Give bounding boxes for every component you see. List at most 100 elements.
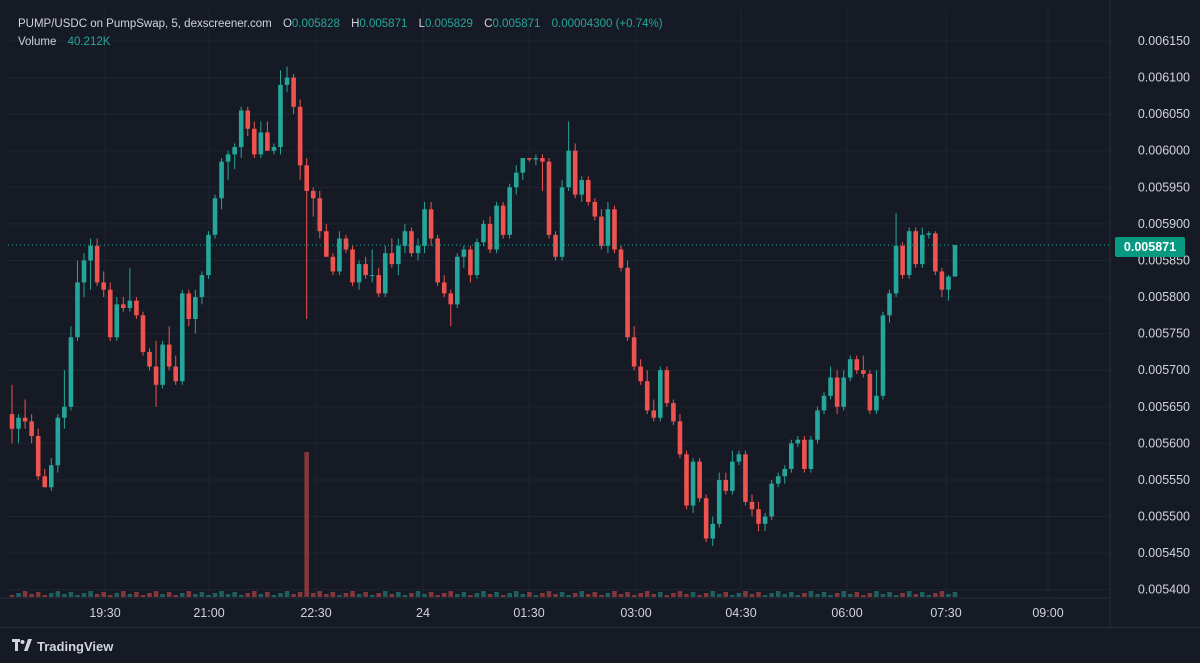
legend-ohlc-row: PUMP/USDC on PumpSwap, 5, dexscreener.co…	[18, 15, 663, 33]
volume-bar	[651, 594, 657, 597]
volume-bar	[415, 591, 421, 597]
candle-body	[369, 275, 375, 277]
volume-bar	[422, 594, 427, 597]
candle-body	[788, 443, 794, 469]
brand-name[interactable]: TradingView	[37, 638, 114, 654]
volume-bar	[402, 595, 408, 597]
volume-bar	[756, 592, 761, 597]
volume-bar	[350, 591, 355, 597]
time-tick-label: 22:30	[300, 606, 331, 620]
volume-bar	[834, 593, 840, 597]
volume-bar	[428, 592, 434, 597]
volume-bar	[736, 593, 742, 597]
tradingview-logo-icon[interactable]	[12, 638, 32, 654]
price-tick-label: 0.005700	[1138, 363, 1190, 377]
candle-body	[448, 293, 454, 305]
candle-body	[75, 282, 80, 338]
candle-body	[690, 461, 696, 506]
candle-body	[304, 165, 309, 191]
last-price-tag: 0.005871	[1115, 237, 1185, 257]
candle-body	[854, 359, 860, 371]
candle-body	[775, 476, 781, 484]
candle-body	[409, 231, 414, 254]
candle-body	[933, 233, 938, 272]
candle-body	[834, 377, 840, 407]
candle-body	[592, 201, 598, 217]
candle-body	[212, 198, 218, 235]
candle-body	[880, 315, 886, 396]
candles	[9, 66, 958, 546]
candle-body	[422, 209, 427, 246]
candle-body	[81, 260, 87, 283]
candle-body	[730, 461, 735, 491]
candle-body	[867, 373, 873, 411]
volume-bar	[114, 593, 120, 597]
candle-body	[258, 132, 264, 155]
time-tick-label: 24	[416, 606, 430, 620]
symbol-title[interactable]: PUMP/USDC on PumpSwap, 5, dexscreener.co…	[18, 18, 272, 30]
volume-bar	[546, 591, 552, 597]
candle-body	[952, 245, 958, 277]
candle-body	[926, 233, 932, 235]
volume-bar	[769, 593, 774, 597]
candle-body	[618, 249, 624, 268]
price-tick-label: 0.005650	[1138, 400, 1190, 414]
volume-bar	[343, 593, 349, 597]
time-tick-label: 06:00	[831, 606, 862, 620]
volume-bar	[435, 595, 440, 597]
candle-body	[396, 245, 401, 265]
volume-bar	[35, 592, 41, 597]
volume-bar	[821, 592, 827, 597]
volume-bar	[559, 592, 565, 597]
candle-body	[153, 366, 159, 385]
candle-body	[238, 110, 244, 148]
candle-body	[723, 479, 729, 491]
candle-body	[337, 238, 342, 272]
candle-body	[527, 158, 532, 160]
volume-bar	[644, 591, 650, 597]
candle-body	[913, 231, 919, 265]
volume-bar	[828, 595, 833, 597]
candle-body	[127, 300, 133, 309]
volume-bar	[455, 594, 460, 597]
candle-body	[494, 205, 499, 250]
candle-body	[651, 410, 657, 418]
candle-body	[245, 110, 251, 129]
volume-bar	[913, 594, 919, 597]
volume-bar	[684, 594, 689, 597]
volume-bar	[337, 595, 342, 597]
change-value: 0.00004300 (+0.74%)	[551, 18, 663, 30]
volume-bar	[101, 592, 106, 597]
volume-bar	[906, 591, 912, 597]
volume-bar	[520, 594, 526, 597]
volume-bar	[658, 592, 663, 597]
high-label: H	[351, 18, 360, 30]
candle-body	[847, 359, 853, 378]
candle-body	[841, 377, 846, 407]
volume-bar	[62, 594, 67, 597]
candle-body	[297, 106, 303, 166]
candle-body	[101, 282, 106, 290]
volume-label[interactable]: Volume	[18, 36, 57, 48]
candle-body	[749, 501, 755, 510]
volume-bar	[160, 594, 165, 597]
candle-body	[546, 161, 552, 235]
candle-body	[186, 293, 192, 319]
candle-body	[461, 249, 467, 257]
price-tick-label: 0.006050	[1138, 107, 1190, 121]
volume-bar	[278, 593, 283, 597]
candle-body	[324, 231, 329, 257]
volume-bar	[788, 592, 794, 597]
volume-bar	[677, 591, 683, 597]
volume-bar	[16, 593, 21, 597]
candle-body	[874, 395, 879, 411]
candle-body	[507, 187, 512, 235]
volume-bar	[199, 592, 205, 597]
price-tick-label: 0.006100	[1138, 71, 1190, 85]
candle-body	[782, 468, 788, 477]
candle-body	[697, 461, 702, 499]
volume-bar	[245, 593, 251, 597]
time-tick-label: 09:00	[1032, 606, 1063, 620]
